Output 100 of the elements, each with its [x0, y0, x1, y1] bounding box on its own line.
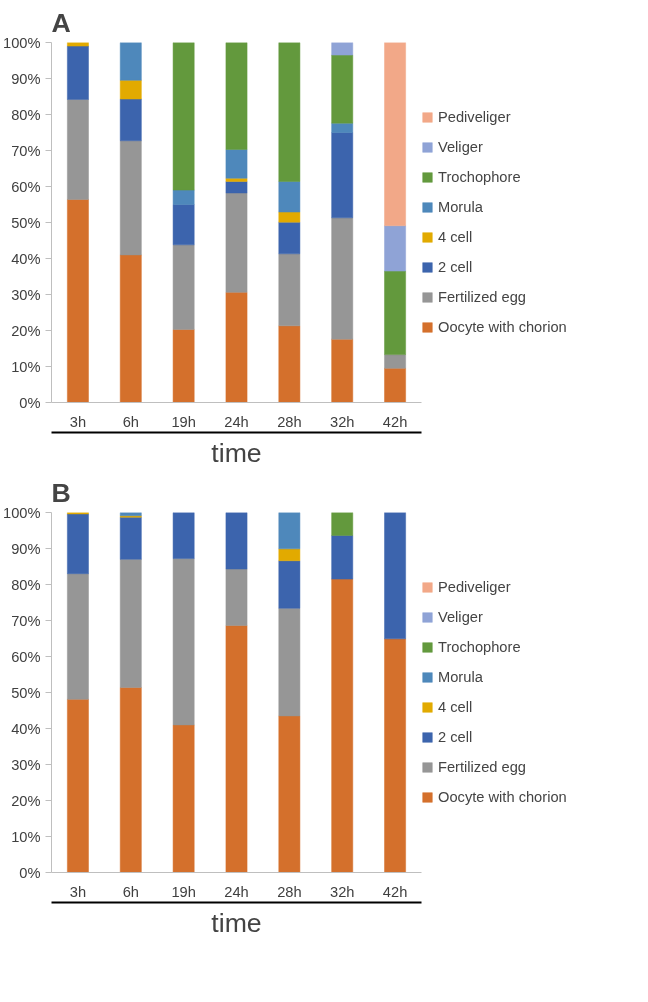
bar — [119, 42, 142, 81]
legend-label: Morula — [438, 199, 483, 215]
y-tick-label: 90% — [11, 540, 41, 557]
bar — [278, 560, 301, 609]
bar — [384, 270, 406, 355]
y-tick-label: 100% — [3, 34, 41, 51]
x-tick-label: 28h — [277, 883, 302, 900]
y-tick-label: 50% — [11, 684, 41, 701]
bar — [384, 354, 406, 369]
bar — [278, 325, 301, 403]
bar — [67, 513, 89, 574]
bar — [384, 512, 406, 640]
bar — [119, 80, 142, 100]
x-tick-label: 24h — [224, 883, 249, 900]
legend-label: Trochophore — [438, 169, 521, 185]
bar — [278, 181, 301, 213]
y-tick-label: 40% — [11, 250, 41, 267]
legend-label: Oocyte with chorion — [438, 789, 567, 805]
bar — [384, 225, 406, 272]
bar — [119, 687, 142, 873]
x-tick-label: 42h — [382, 413, 408, 430]
legend-label: Morula — [438, 669, 483, 685]
x-tick-label: 32h — [329, 413, 355, 430]
x-tick-label: 19h — [171, 883, 196, 900]
bar — [119, 98, 142, 142]
y-tick-label: 20% — [11, 792, 41, 809]
y-tick-label: 90% — [11, 70, 41, 87]
bar — [331, 512, 354, 536]
y-tick-label: 0% — [19, 394, 41, 411]
legend-label: 4 cell — [438, 699, 473, 715]
bar — [172, 512, 195, 559]
y-tick-label: 30% — [11, 756, 41, 773]
y-tick-label: 70% — [11, 142, 41, 159]
y-tick-label: 0% — [19, 864, 41, 881]
bar — [331, 122, 354, 133]
legend-label: 2 cell — [438, 259, 473, 275]
bar — [67, 573, 89, 700]
bar — [331, 217, 354, 340]
legend-label: Fertilized egg — [438, 759, 526, 775]
bar — [331, 54, 354, 124]
bar — [331, 578, 354, 873]
bar — [172, 204, 195, 246]
bar — [67, 42, 89, 47]
x-tick-label: 32h — [329, 883, 355, 900]
y-tick-label: 30% — [11, 286, 41, 303]
legend-label: 2 cell — [438, 729, 473, 745]
bar — [225, 42, 248, 150]
legend-label: 4 cell — [438, 229, 473, 245]
bar — [172, 724, 195, 873]
x-tick-label: 3h — [69, 413, 87, 430]
x-axis-title: time — [211, 907, 262, 938]
bar — [172, 558, 195, 726]
y-tick-label: 20% — [11, 322, 41, 339]
x-axis-title: time — [211, 437, 262, 468]
y-tick-label: 60% — [11, 178, 41, 195]
bar — [119, 516, 142, 560]
y-tick-label: 80% — [11, 106, 41, 123]
chart-title: B — [51, 477, 71, 508]
bar — [172, 42, 195, 191]
legend-label: Veliger — [438, 139, 483, 155]
bar — [172, 244, 195, 330]
bar — [278, 715, 301, 873]
bar — [384, 638, 406, 873]
y-tick-label: 100% — [3, 504, 41, 521]
bar — [172, 189, 195, 205]
bar — [225, 512, 248, 570]
x-tick-label: 24h — [224, 413, 249, 430]
bar — [119, 559, 142, 688]
x-tick-label: 3h — [69, 883, 87, 900]
bar — [278, 211, 301, 223]
y-tick-label: 40% — [11, 720, 41, 737]
bar — [225, 192, 248, 293]
x-tick-label: 42h — [382, 883, 408, 900]
bar — [278, 608, 301, 717]
bar — [278, 221, 301, 255]
bar — [67, 45, 89, 100]
legend-label: Veliger — [438, 609, 483, 625]
bar — [278, 512, 301, 550]
bar — [119, 254, 142, 403]
bar — [225, 149, 248, 179]
legend-label: Fertilized egg — [438, 289, 526, 305]
y-tick-label: 10% — [11, 358, 41, 375]
bar — [172, 329, 195, 403]
x-tick-label: 28h — [277, 413, 302, 430]
bar — [278, 253, 301, 327]
legend-label: Oocyte with chorion — [438, 319, 567, 335]
bar — [225, 181, 248, 194]
legend-label: Trochophore — [438, 639, 521, 655]
bar — [384, 42, 406, 226]
bar — [278, 548, 301, 561]
legend-label: Pediveliger — [438, 579, 511, 595]
y-tick-label: 80% — [11, 576, 41, 593]
y-tick-label: 50% — [11, 214, 41, 231]
bar — [67, 199, 89, 403]
bar — [225, 292, 248, 403]
x-tick-label: 19h — [171, 413, 196, 430]
bar — [278, 42, 301, 182]
bar — [67, 699, 89, 873]
bar — [384, 368, 406, 403]
x-tick-label: 6h — [122, 413, 139, 430]
